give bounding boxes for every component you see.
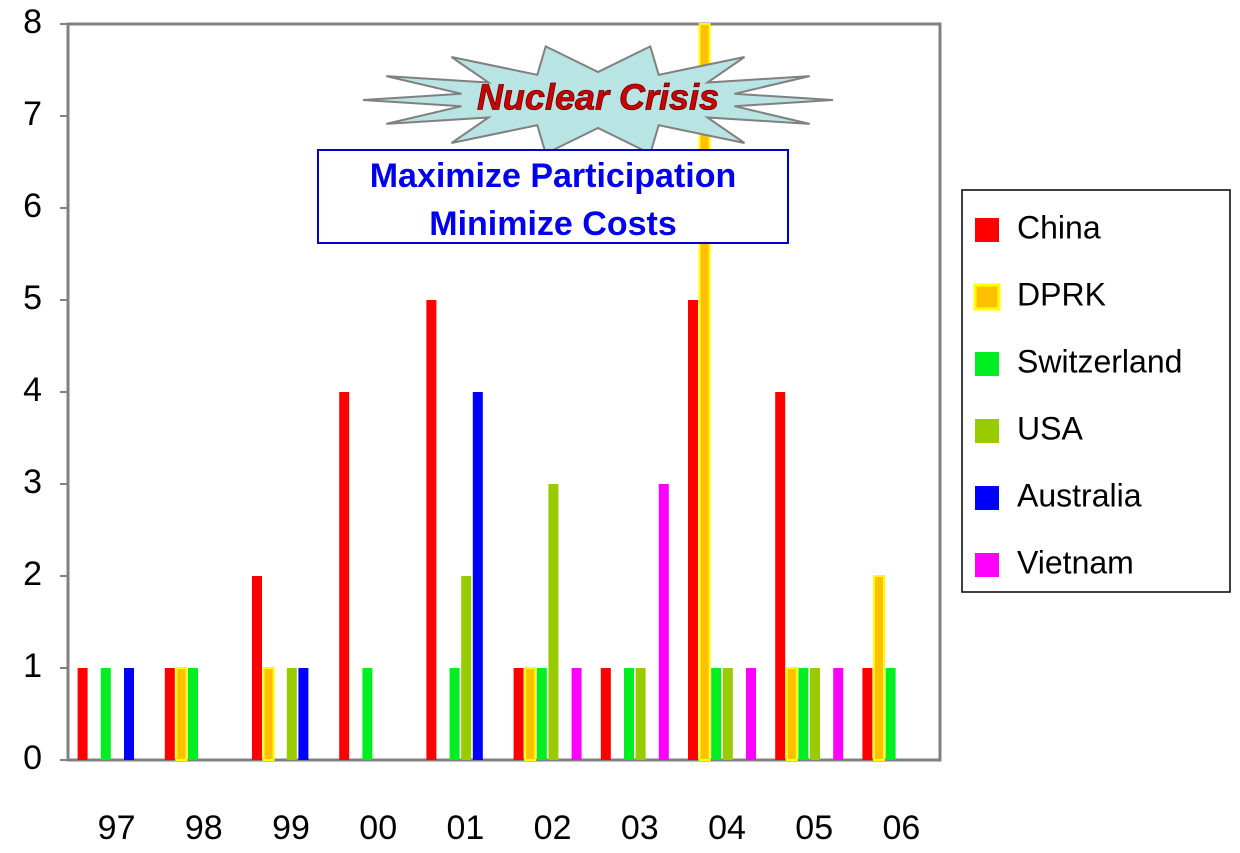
legend-label: USA <box>1017 410 1083 446</box>
bar <box>426 300 436 760</box>
y-tick-label: 8 <box>23 3 42 41</box>
bar <box>252 576 262 760</box>
x-tick-label: 99 <box>272 809 310 847</box>
bar <box>450 668 460 760</box>
bar <box>165 668 175 760</box>
bar <box>514 668 524 760</box>
bar <box>176 668 186 760</box>
x-tick-label: 98 <box>185 809 223 847</box>
y-tick-label: 5 <box>23 279 42 317</box>
legend <box>962 190 1230 592</box>
bar <box>525 668 535 760</box>
legend-label: Switzerland <box>1017 343 1182 379</box>
y-tick-label: 3 <box>23 463 42 501</box>
bar <box>264 668 274 760</box>
bar <box>537 668 547 760</box>
legend-swatch <box>975 419 999 443</box>
bar <box>461 576 471 760</box>
bar <box>833 668 843 760</box>
bar <box>473 392 483 760</box>
page: {"chart_data": {"type": "bar", "annotati… <box>0 0 1240 853</box>
legend-swatch <box>975 352 999 376</box>
annotation: Nuclear Crisis <box>477 77 719 118</box>
y-tick-label: 6 <box>23 187 42 225</box>
bar <box>298 668 308 760</box>
legend-swatch <box>975 218 999 242</box>
y-tick-label: 4 <box>23 371 42 409</box>
x-tick-label: 01 <box>446 809 484 847</box>
legend-swatch <box>975 486 999 510</box>
bar <box>362 668 372 760</box>
legend-label: Vietnam <box>1017 544 1134 580</box>
y-tick-label: 1 <box>23 647 42 685</box>
bar <box>101 668 111 760</box>
bar <box>746 668 756 760</box>
y-tick-label: 0 <box>23 739 42 777</box>
bar <box>548 484 558 760</box>
chart: Nuclear Crisis Maximize Participation Mi… <box>0 0 1240 853</box>
bar <box>874 576 884 760</box>
x-tick-label: 06 <box>882 809 920 847</box>
bar <box>339 392 349 760</box>
bar <box>659 484 669 760</box>
bar <box>572 668 582 760</box>
x-tick-label: 00 <box>359 809 397 847</box>
x-tick-label: 97 <box>98 809 136 847</box>
legend-label: Australia <box>1017 477 1142 513</box>
legend-label: DPRK <box>1017 276 1106 312</box>
bar <box>601 668 611 760</box>
x-tick-label: 05 <box>795 809 833 847</box>
legend-swatch <box>975 553 999 577</box>
bar <box>886 668 896 760</box>
y-tick-label: 2 <box>23 555 42 593</box>
bar <box>862 668 872 760</box>
bar <box>188 668 198 760</box>
annotation: Maximize Participation <box>370 157 737 195</box>
bar <box>78 668 88 760</box>
bar <box>287 668 297 760</box>
bar <box>688 300 698 760</box>
y-tick-label: 7 <box>23 95 42 133</box>
legend-label: China <box>1017 209 1101 245</box>
bar <box>787 668 797 760</box>
x-tick-label: 03 <box>621 809 659 847</box>
bar <box>636 668 646 760</box>
x-tick-label: 02 <box>534 809 572 847</box>
legend-swatch <box>975 285 999 309</box>
bar <box>711 668 721 760</box>
bar <box>798 668 808 760</box>
bar <box>775 392 785 760</box>
x-tick-label: 04 <box>708 809 746 847</box>
bar <box>723 668 733 760</box>
bar <box>124 668 134 760</box>
plot-frame <box>68 24 940 760</box>
bar <box>810 668 820 760</box>
bar <box>624 668 634 760</box>
annotation: Minimize Costs <box>429 205 676 243</box>
